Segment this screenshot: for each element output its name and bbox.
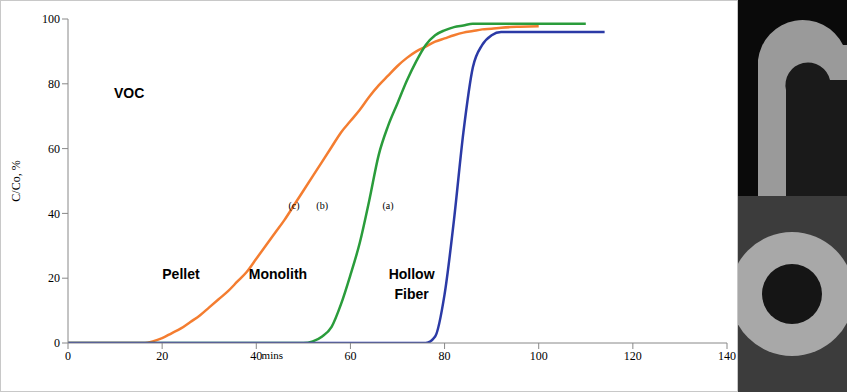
svg-text:mins: mins xyxy=(262,349,283,361)
svg-text:120: 120 xyxy=(624,349,642,363)
svg-text:80: 80 xyxy=(439,349,451,363)
svg-text:100: 100 xyxy=(42,12,60,26)
svg-text:HollowFiber: HollowFiber xyxy=(389,266,435,302)
svg-text:0: 0 xyxy=(65,349,71,363)
svg-text:60: 60 xyxy=(48,142,60,156)
svg-text:100: 100 xyxy=(530,349,548,363)
svg-text:(b): (b) xyxy=(316,200,328,212)
svg-text:140: 140 xyxy=(718,349,736,363)
svg-text:20: 20 xyxy=(156,349,168,363)
svg-text:60: 60 xyxy=(344,349,356,363)
svg-text:VOC: VOC xyxy=(114,84,144,100)
svg-text:C/Co, %: C/Co, % xyxy=(9,160,23,201)
svg-text:80: 80 xyxy=(48,77,60,91)
svg-text:0: 0 xyxy=(54,336,60,350)
svg-text:40: 40 xyxy=(250,349,262,363)
svg-text:Pellet: Pellet xyxy=(162,266,200,282)
svg-text:(c): (c) xyxy=(288,200,299,212)
svg-text:20: 20 xyxy=(48,271,60,285)
svg-text:Monolith: Monolith xyxy=(249,266,307,282)
svg-text:40: 40 xyxy=(48,207,60,221)
svg-text:(a): (a) xyxy=(383,200,394,212)
